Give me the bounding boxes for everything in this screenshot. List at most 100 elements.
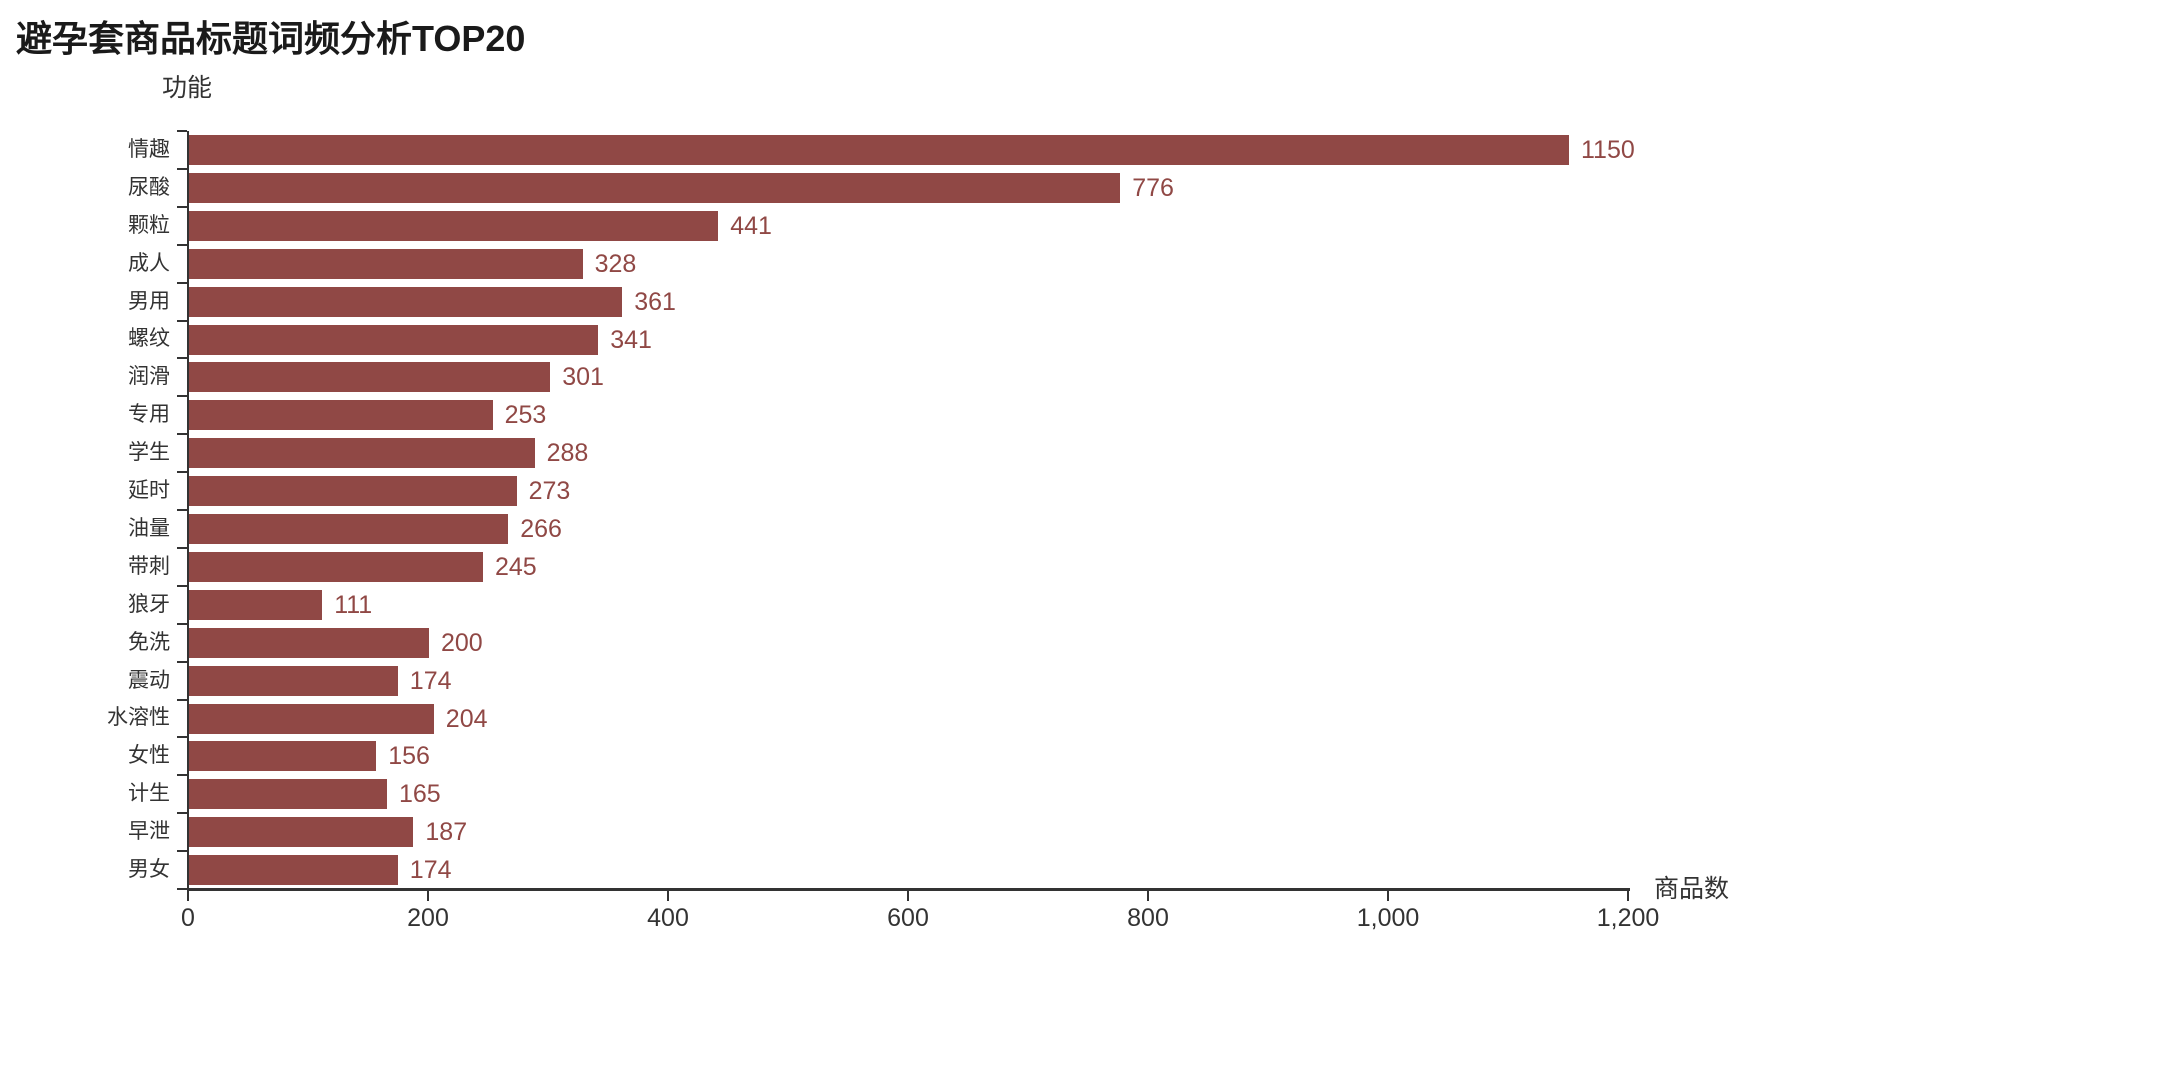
value-label: 361 — [634, 287, 676, 316]
category-label: 带刺 — [128, 554, 170, 578]
bar[interactable] — [189, 286, 623, 317]
y-axis-tick — [177, 357, 187, 360]
y-axis-tick — [177, 774, 187, 777]
value-label: 187 — [425, 818, 468, 847]
category-label: 润滑 — [128, 365, 170, 389]
bar[interactable] — [189, 703, 434, 734]
x-axis-tick-label: 200 — [407, 904, 449, 932]
bar[interactable] — [189, 324, 599, 355]
value-label: 441 — [730, 211, 772, 240]
bar[interactable] — [189, 135, 1569, 165]
bar[interactable] — [189, 779, 387, 810]
category-label: 狼牙 — [128, 592, 170, 616]
bar[interactable] — [189, 362, 551, 393]
value-label: 165 — [399, 780, 441, 809]
y-axis-tick — [177, 167, 187, 170]
value-label: 1150 — [1581, 136, 1635, 164]
value-label: 301 — [562, 363, 604, 392]
value-label: 253 — [504, 401, 547, 430]
bar[interactable] — [189, 248, 583, 279]
y-axis-tick — [177, 471, 187, 474]
y-axis-line — [187, 131, 189, 890]
y-axis-tick — [177, 509, 187, 511]
y-axis-tick — [177, 698, 187, 701]
x-axis-tick — [187, 891, 189, 901]
bar[interactable] — [189, 476, 517, 507]
bar[interactable] — [189, 438, 535, 469]
bar[interactable] — [189, 855, 398, 886]
y-axis-tick — [177, 395, 187, 398]
value-label: 341 — [610, 325, 652, 354]
y-axis-tick — [177, 888, 187, 890]
category-label: 男女 — [128, 858, 170, 882]
y-axis-tick — [177, 660, 187, 663]
value-label: 111 — [334, 590, 373, 619]
value-label: 204 — [445, 704, 488, 733]
category-label: 螺纹 — [128, 327, 170, 351]
y-axis-tick — [177, 812, 187, 815]
bar[interactable] — [189, 551, 483, 582]
category-label: 油量 — [128, 516, 170, 540]
x-axis-tick-label: 400 — [647, 904, 689, 932]
value-label: 174 — [409, 856, 452, 885]
x-axis-tick-label: 600 — [887, 904, 929, 932]
category-label: 震动 — [128, 668, 170, 692]
category-label: 男用 — [128, 289, 170, 313]
bar[interactable] — [189, 817, 414, 848]
x-axis-tick-label: 800 — [1127, 904, 1169, 932]
bar[interactable] — [189, 627, 429, 658]
y-axis-tick — [177, 736, 187, 739]
x-axis-tick — [1627, 891, 1629, 901]
value-label: 288 — [546, 439, 589, 468]
value-label: 174 — [409, 666, 452, 695]
category-label: 女性 — [128, 744, 170, 768]
x-axis-tick-label: 0 — [181, 904, 195, 932]
category-label: 早泄 — [128, 820, 170, 844]
category-label: 尿酸 — [128, 175, 170, 199]
x-axis-tick — [667, 891, 669, 901]
bar[interactable] — [189, 400, 493, 431]
chart-title: 避孕套商品标题词频分析TOP20 — [16, 18, 526, 59]
value-label: 156 — [388, 742, 430, 771]
bar[interactable] — [189, 665, 398, 696]
category-label: 水溶性 — [107, 706, 170, 730]
x-axis-line — [187, 888, 1630, 891]
category-label: 计生 — [128, 782, 170, 806]
category-label: 情趣 — [128, 137, 170, 161]
bar[interactable] — [189, 210, 719, 241]
value-label: 266 — [520, 515, 562, 543]
category-label: 成人 — [128, 251, 170, 275]
value-label: 776 — [1132, 173, 1174, 202]
y-axis-tick — [177, 433, 187, 436]
bar[interactable] — [189, 589, 323, 620]
value-label: 245 — [495, 552, 537, 581]
y-axis-name: 功能 — [161, 74, 213, 102]
y-axis-tick — [177, 205, 187, 208]
category-label: 延时 — [128, 479, 170, 503]
x-axis-tick — [1387, 891, 1389, 901]
category-label: 学生 — [128, 441, 170, 465]
category-label: 颗粒 — [128, 213, 170, 237]
y-axis-tick — [177, 850, 187, 853]
y-axis-tick — [177, 546, 187, 549]
x-axis-tick — [427, 891, 429, 901]
y-axis-tick — [177, 319, 187, 322]
x-axis-tick — [907, 891, 909, 901]
x-axis-name: 商品数 — [1654, 875, 1730, 903]
x-axis-tick-label: 1,200 — [1596, 904, 1660, 932]
category-label: 专用 — [128, 403, 170, 427]
bar[interactable] — [189, 172, 1121, 203]
x-axis-tick-label: 1,000 — [1356, 904, 1420, 932]
y-axis-tick — [177, 130, 187, 132]
y-axis-tick — [177, 584, 187, 587]
category-label: 免洗 — [128, 630, 170, 654]
y-axis-tick — [177, 243, 187, 246]
x-axis-tick — [1147, 891, 1149, 901]
bar[interactable] — [189, 741, 377, 772]
value-label: 273 — [528, 477, 571, 506]
bar[interactable] — [189, 514, 509, 544]
value-label: 328 — [594, 249, 637, 278]
value-label: 200 — [441, 628, 483, 657]
y-axis-tick — [177, 622, 187, 625]
